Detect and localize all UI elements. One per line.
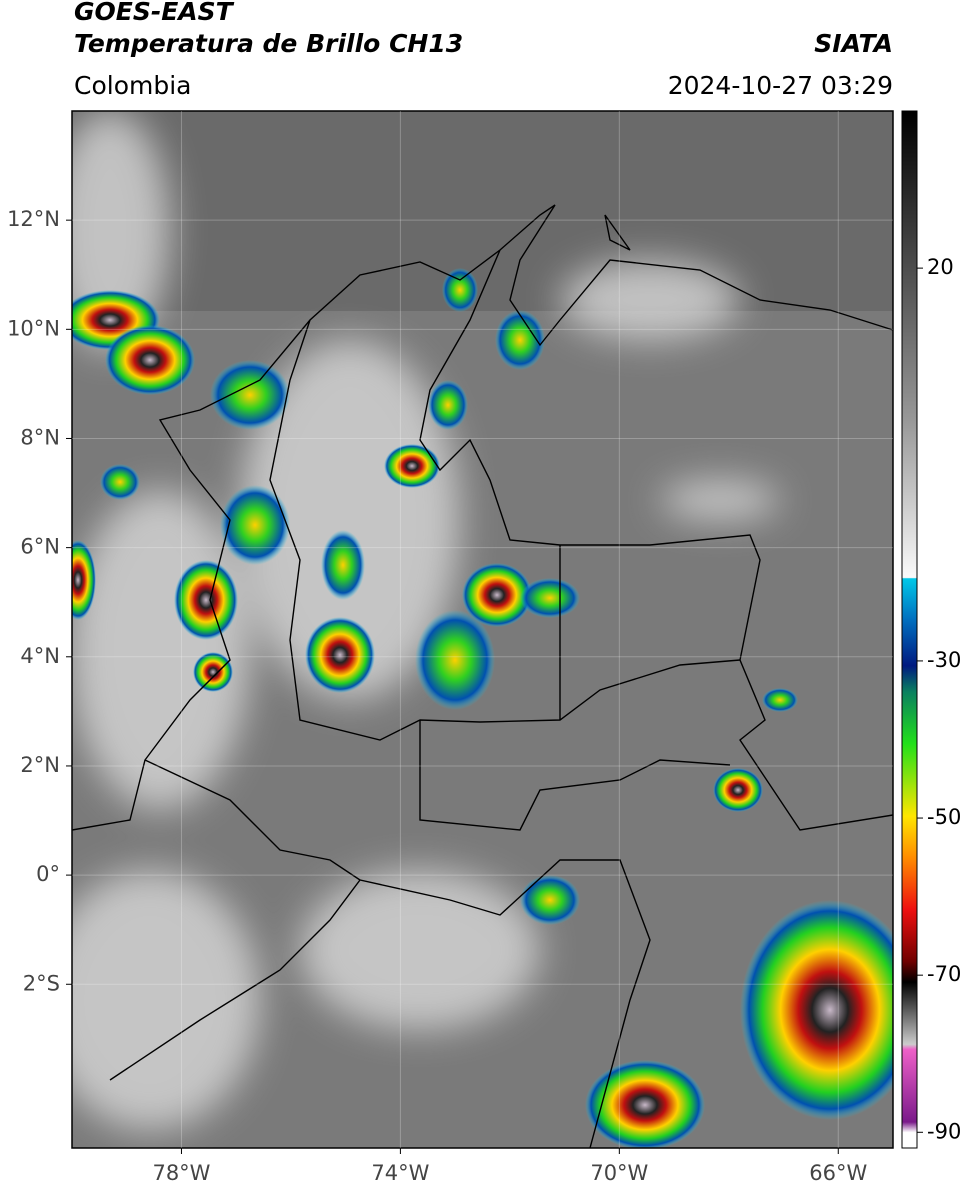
- y-tick-label: 0°: [36, 862, 60, 886]
- colorbar: [901, 110, 918, 1149]
- colorbar-tick-label: -50: [927, 805, 961, 829]
- subtitle: Temperatura de Brillo CH13: [74, 29, 463, 58]
- x-tick-label: 78°W: [152, 1161, 210, 1185]
- y-tick-label: 2°N: [20, 753, 60, 777]
- y-tick-label: 6°N: [20, 535, 60, 559]
- x-tick-label: 70°W: [590, 1161, 648, 1185]
- map-frame: [71, 110, 894, 1149]
- y-tick-label: 12°N: [7, 207, 60, 231]
- x-tick-label: 66°W: [809, 1161, 867, 1185]
- colorbar-tick-label: 20: [927, 255, 954, 279]
- region: Colombia: [74, 71, 191, 100]
- x-tick-label: 74°W: [371, 1161, 429, 1185]
- colorbar-tick-label: -90: [927, 1119, 961, 1143]
- y-tick-label: 2°S: [23, 971, 60, 995]
- y-tick-label: 10°N: [7, 316, 60, 340]
- colorbar-tick-label: -30: [927, 648, 961, 672]
- y-tick-label: 8°N: [20, 425, 60, 449]
- title: GOES-EAST: [74, 0, 235, 26]
- datetime: 2024-10-27 03:29: [668, 71, 893, 100]
- satellite-image: [72, 111, 893, 1148]
- colorbar-tick-label: -70: [927, 962, 961, 986]
- y-tick-label: 4°N: [20, 644, 60, 668]
- source: SIATA: [814, 29, 893, 58]
